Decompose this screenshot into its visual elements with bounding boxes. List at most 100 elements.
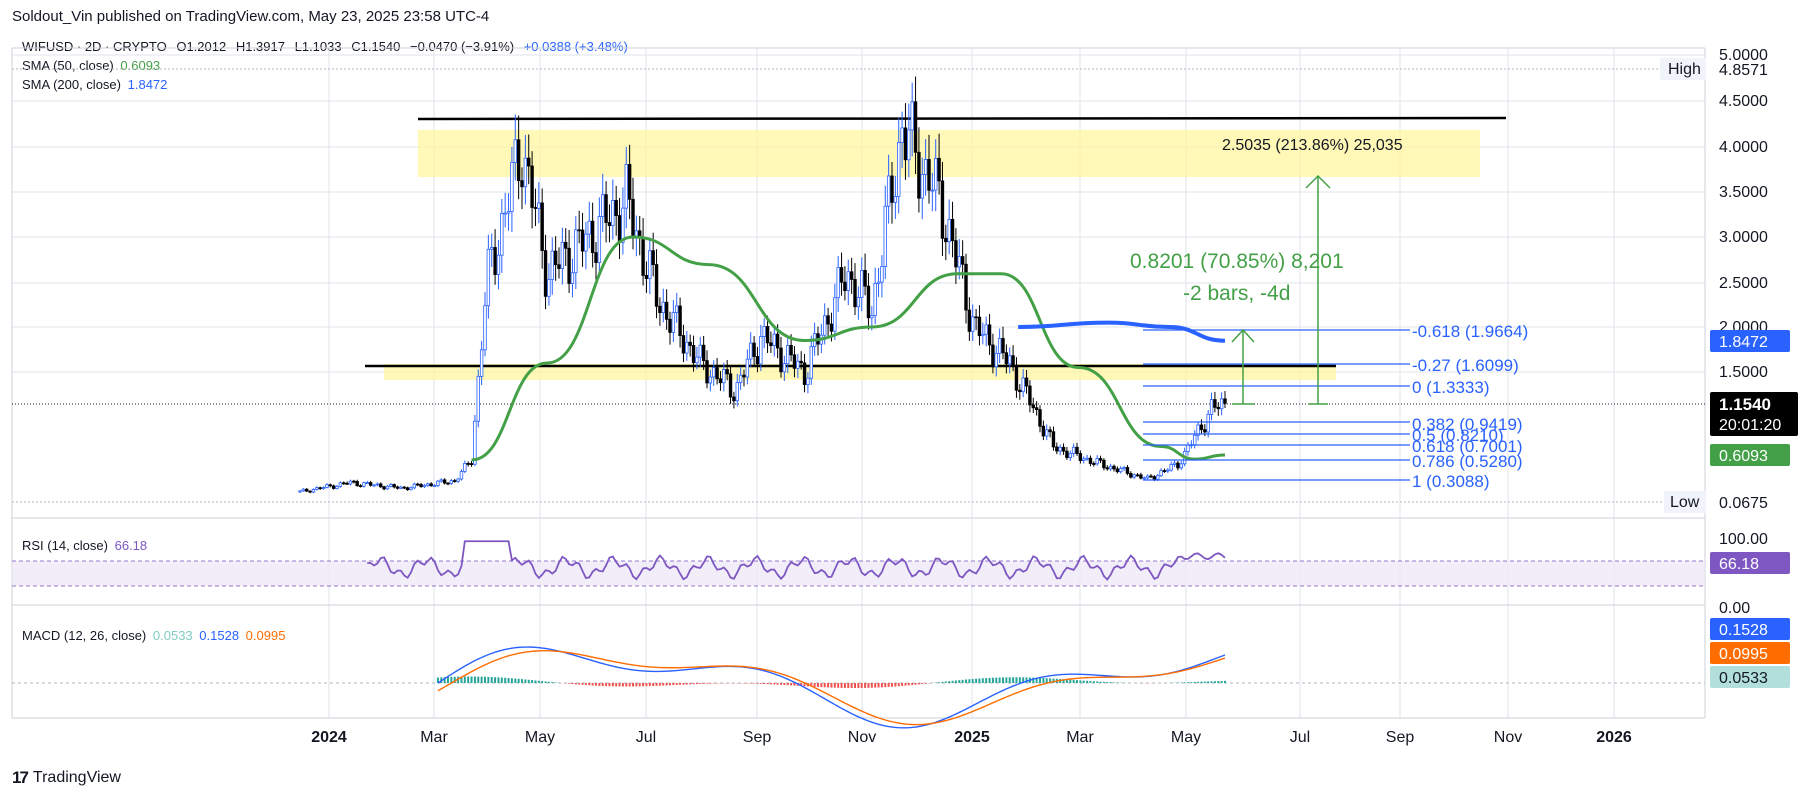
candle-body	[708, 376, 713, 384]
macd-hist-bar	[470, 676, 473, 683]
price-tick: 1.5000	[1719, 364, 1768, 381]
tradingview-brand[interactable]: 17 TradingView	[12, 768, 121, 787]
resistance-line[interactable]	[417, 116, 1507, 121]
macd-hist-bar	[1052, 678, 1055, 683]
rsi-line[interactable]	[367, 540, 1226, 581]
macd-line[interactable]	[437, 646, 1226, 729]
macd-hist-bar	[907, 683, 910, 686]
candle-body	[712, 367, 716, 378]
macd-hist-bar	[463, 676, 466, 683]
candle-body	[890, 175, 894, 203]
candle-body	[520, 180, 524, 188]
macd-hist-bar	[568, 683, 571, 684]
candle-body	[1011, 355, 1015, 366]
macd-hist-bar	[507, 678, 510, 683]
macd-hist-bar	[985, 678, 988, 683]
macd-hist-bar	[510, 678, 513, 683]
candle-body	[853, 279, 857, 308]
macd-hist-bar	[1183, 682, 1186, 683]
price-tick: 2.5000	[1719, 275, 1768, 292]
candle-body	[422, 484, 427, 488]
macd-hist-bar	[467, 676, 470, 683]
macd-hist-bar	[958, 680, 961, 683]
candle-body	[335, 485, 339, 489]
candle-body	[1045, 429, 1049, 437]
candle-body	[1193, 434, 1197, 446]
macd-hist-bar	[695, 683, 698, 685]
macd-hist-bar	[1065, 679, 1068, 683]
candle-body	[658, 305, 662, 314]
candle-body	[860, 270, 864, 298]
candle-body	[1071, 446, 1076, 454]
candle-body	[964, 263, 968, 311]
candle-body	[1001, 338, 1005, 354]
fib-label: 0.786 (0.5280)	[1412, 452, 1523, 471]
candle-body	[775, 333, 780, 349]
candle-body	[429, 483, 433, 487]
macd-hist-bar	[1079, 680, 1082, 683]
low-tag-value: 0.0675	[1719, 495, 1768, 512]
candle-body	[1203, 429, 1207, 433]
macd-signal-tag: 0.0995	[1719, 646, 1768, 663]
candle-body	[799, 360, 803, 364]
candle-body	[607, 222, 612, 226]
time-axis[interactable]: 2024 Mar May Jul Sep Nov 2025 Mar May Ju…	[311, 729, 1632, 746]
macd-hist-bar	[803, 683, 806, 687]
candle-body	[994, 352, 998, 368]
fib-label: 0.382 (0.9419)	[1412, 415, 1523, 434]
candle-body	[876, 281, 881, 284]
candle-body	[453, 480, 457, 483]
macd-label: MACD (12, 26, close)	[22, 628, 147, 643]
sma200-line[interactable]	[1018, 320, 1226, 343]
macd-hist-bar	[679, 683, 682, 685]
sma50-line[interactable]	[471, 235, 1226, 462]
macd-hist-value: 0.0533	[152, 628, 193, 643]
macd-hist-bar	[941, 681, 944, 683]
candle-body	[587, 220, 591, 235]
macd-hist-bar	[504, 677, 507, 683]
candle-body	[1219, 398, 1224, 410]
macd-hist-bar	[833, 683, 836, 688]
candle-body	[917, 151, 921, 199]
resistance-zone[interactable]	[418, 130, 1480, 177]
sma200-legend[interactable]: SMA (200, close) 1.8472	[22, 77, 167, 92]
candle-body	[1112, 465, 1116, 470]
candle-body	[843, 281, 847, 292]
macd-hist-bar	[571, 683, 574, 685]
macd-hist-bar	[1082, 680, 1085, 683]
candle-body	[1004, 352, 1009, 365]
candle-body	[516, 139, 521, 182]
candle-body	[1008, 355, 1012, 365]
fib-retracement[interactable]	[1143, 329, 1410, 481]
candle-body	[493, 247, 497, 275]
macd-hist-bar	[944, 681, 947, 683]
macd-hist-bar	[524, 679, 527, 683]
macd-hist-bar	[769, 683, 772, 685]
candle-body	[362, 482, 366, 487]
macd-legend[interactable]: MACD (12, 26, close) 0.0533 0.1528 0.099…	[22, 628, 285, 643]
macd-hist-bar	[1092, 681, 1095, 683]
candle-body	[1125, 467, 1130, 474]
candle-body	[1078, 453, 1083, 461]
candle-body	[786, 345, 790, 365]
macd-signal-line[interactable]	[437, 650, 1226, 726]
price-axis[interactable]: 5.0000 4.5000 4.0000 3.5000 3.0000 2.500…	[1719, 47, 1768, 381]
macd-hist-bar	[611, 683, 614, 687]
candle-body	[476, 375, 480, 422]
macd-hist-bar	[887, 683, 890, 687]
candle-body	[1082, 458, 1086, 461]
candle-body	[479, 349, 484, 377]
macd-hist-bar	[642, 683, 645, 687]
measure-arrows[interactable]	[1231, 174, 1331, 405]
macd-hist-bar	[766, 683, 769, 685]
rsi-legend[interactable]: RSI (14, close) 66.18	[22, 538, 147, 553]
close-value: C1.1540	[351, 39, 401, 54]
candle-body	[557, 264, 561, 269]
candle-body	[1209, 399, 1214, 415]
macd-hist-bar	[1032, 677, 1035, 683]
macd-hist-bar	[951, 680, 954, 683]
candle-body	[1048, 429, 1052, 433]
macd-hist-bar	[1217, 681, 1220, 683]
candle-body	[570, 272, 575, 284]
